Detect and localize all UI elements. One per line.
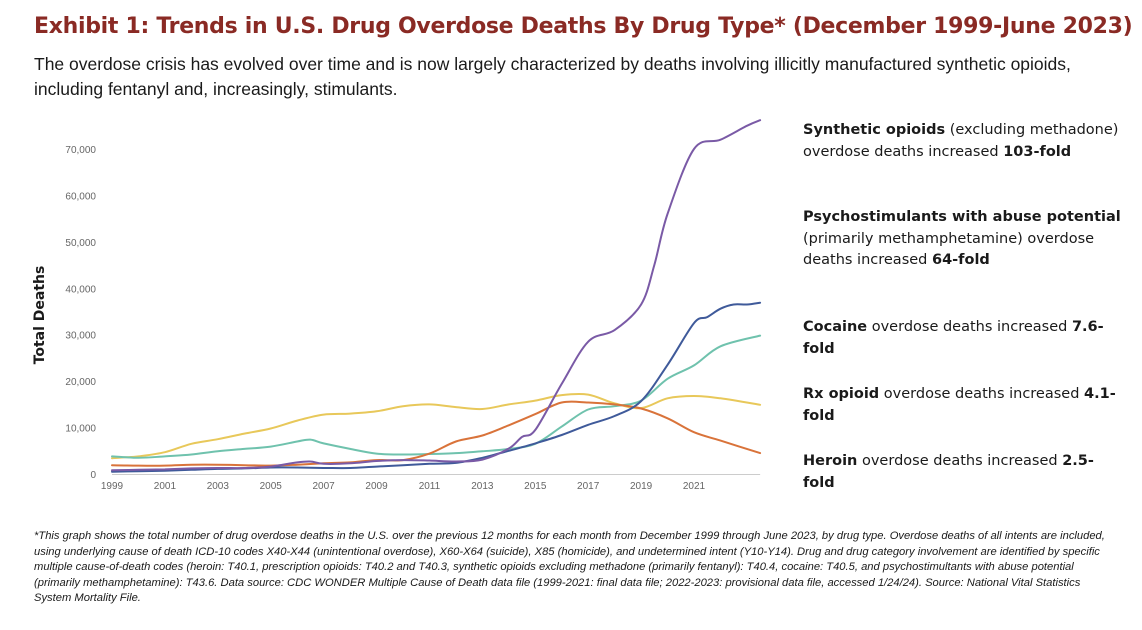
annotation-fold: 7.6-fold xyxy=(803,319,1104,357)
annotation-drug: Synthetic opioids xyxy=(803,122,946,138)
page-title: Exhibit 1: Trends in U.S. Drug Overdose … xyxy=(34,14,1133,39)
annotation-cocaine: Cocaine overdose deaths increased 7.6-fo… xyxy=(803,317,1123,360)
y-axis-ticks: 0 10,000 20,000 30,000 40,000 50,000 60,000 70,… xyxy=(65,145,96,481)
y-tick-label: 0 xyxy=(90,470,96,481)
annotation-fold: 4.1-fold xyxy=(803,386,1116,424)
x-axis-ticks: 1999 2001 2003 2005 2007 2009 2011 2013 2015 2017… xyxy=(101,481,706,492)
y-axis-label: Total Deaths xyxy=(32,266,48,365)
annotation-text: (primarily methamphetamine) overdose dea… xyxy=(803,230,1095,269)
annotation-rx-opioid: Rx opioid overdose deaths increased 4.1-… xyxy=(803,384,1123,427)
y-tick-label: 50,000 xyxy=(65,238,96,249)
annotation-fold: 64-fold xyxy=(931,252,990,268)
y-tick-label: 40,000 xyxy=(65,284,96,295)
y-tick-label: 20,000 xyxy=(65,377,96,388)
x-tick-label: 2017 xyxy=(577,481,600,492)
x-tick-label: 2007 xyxy=(313,481,336,492)
x-tick-label: 2019 xyxy=(630,481,653,492)
annotation-drug: Heroin xyxy=(803,453,858,469)
series-lines xyxy=(111,119,762,473)
x-tick-label: 2015 xyxy=(524,481,547,492)
annotation-psychostimulants: Psychostimulants with abuse potential (p… xyxy=(803,207,1123,272)
annotation-text: (excluding methadone) overdose deaths in… xyxy=(803,122,1119,160)
overdose-line-chart: 0 10,000 20,000 30,000 40,000 50,000 60,000 70,… xyxy=(32,119,762,492)
y-tick-label: 10,000 xyxy=(65,424,96,435)
x-tick-label: 2021 xyxy=(683,481,706,492)
footnote: *This graph shows the total number of dr… xyxy=(34,530,1105,604)
x-tick-label: 2011 xyxy=(419,481,441,492)
annotation-drug: Cocaine xyxy=(803,319,868,335)
series-line xyxy=(111,400,762,467)
annotation-fold: 2.5-fold xyxy=(803,453,1094,491)
series-line xyxy=(111,392,762,460)
annotation-drug: Psychostimulants with abuse potential xyxy=(803,209,1121,225)
series-line xyxy=(111,119,762,472)
x-tick-label: 2009 xyxy=(365,481,388,492)
annotation-text: overdose deaths increased xyxy=(857,453,1063,469)
annotation-text: overdose deaths increased xyxy=(867,319,1072,335)
annotation-heroin: Heroin overdose deaths increased 2.5-fol… xyxy=(803,451,1123,494)
page-subtitle: The overdose crisis has evolved over tim… xyxy=(34,54,1071,99)
x-tick-label: 1999 xyxy=(101,481,124,492)
y-tick-label: 70,000 xyxy=(65,145,96,156)
annotation-synthetic-opioids: Synthetic opioids (excluding methadone) … xyxy=(803,120,1123,163)
annotation-fold: 103-fold xyxy=(1003,143,1072,160)
series-line xyxy=(111,301,762,473)
x-tick-label: 2005 xyxy=(260,481,283,492)
x-tick-label: 2013 xyxy=(471,481,494,492)
x-tick-label: 2001 xyxy=(154,481,177,492)
x-tick-label: 2003 xyxy=(207,481,230,492)
annotation-drug: Rx opioid xyxy=(803,386,880,402)
series-line xyxy=(111,334,762,459)
y-tick-label: 60,000 xyxy=(65,191,96,202)
annotation-text: overdose deaths increased xyxy=(879,386,1085,402)
y-tick-label: 30,000 xyxy=(65,331,96,342)
